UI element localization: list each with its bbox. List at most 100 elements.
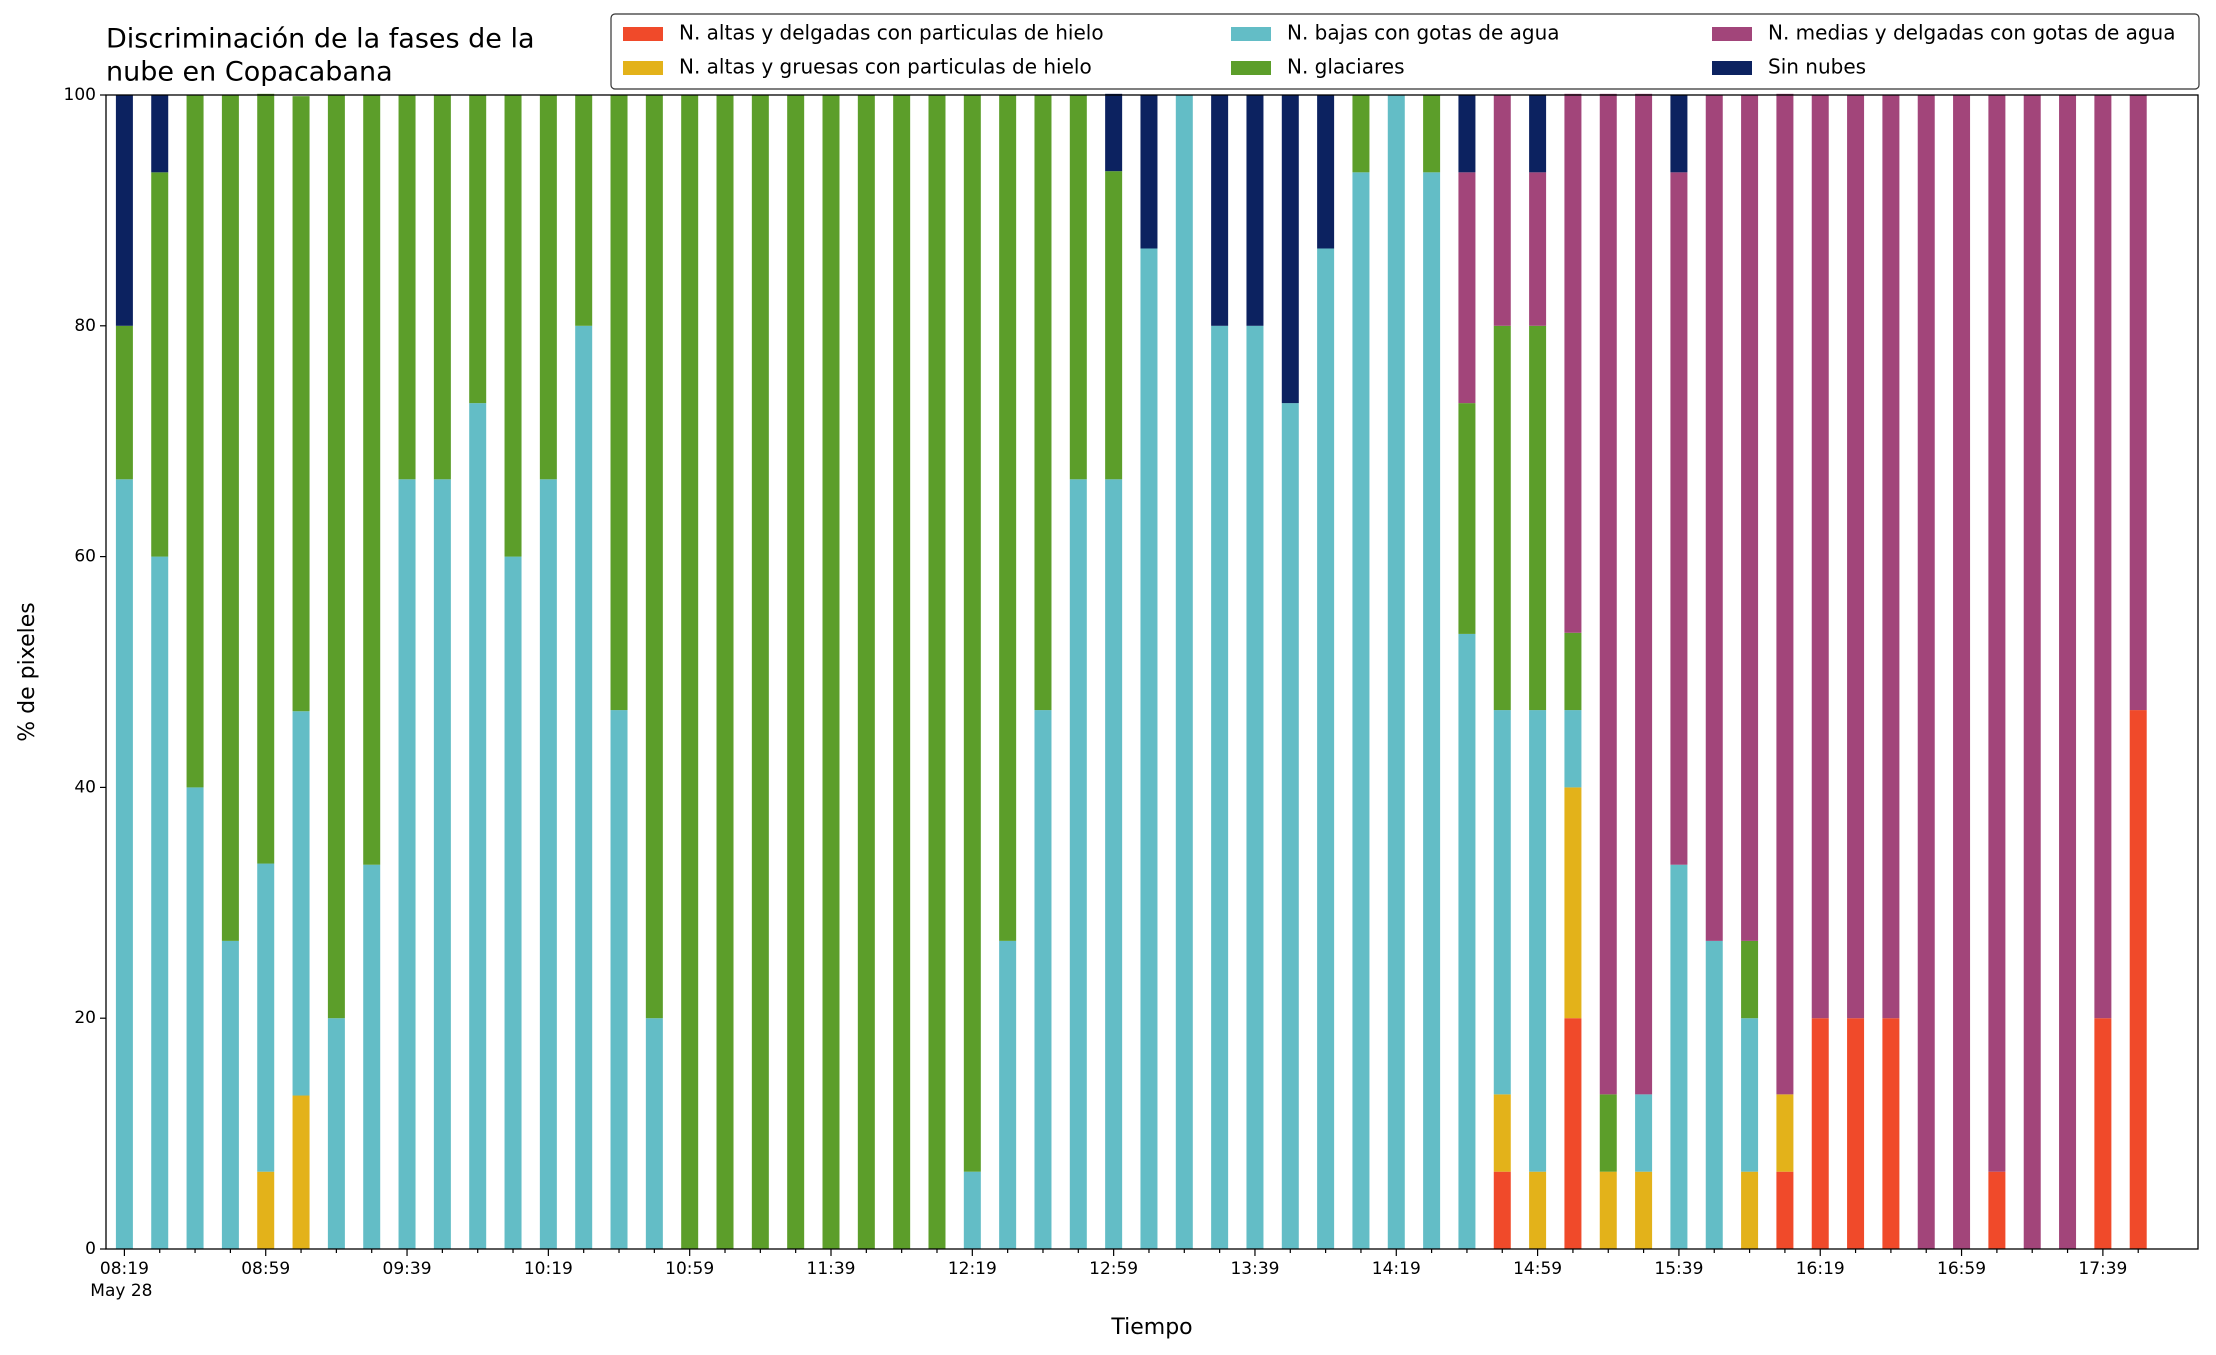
x-tick-label: 12:59 (1089, 1259, 1138, 1279)
plot-frame (105, 94, 2199, 1250)
bar-segment (1811, 95, 1829, 1019)
bar-segment (1635, 1094, 1653, 1172)
bar-segment (1917, 95, 1935, 1249)
y-axis-label: % de pixeles (15, 602, 40, 741)
bar-segment (504, 95, 522, 557)
bar-segment (1105, 93, 1123, 172)
y-tick-label: 40 (74, 777, 96, 797)
bar-segment (1529, 325, 1547, 711)
bar-segment (1670, 172, 1688, 865)
bar-segment (1882, 95, 1900, 1019)
bar-segment (1458, 172, 1476, 404)
bar-segment (963, 95, 981, 1172)
bar-segment (292, 1095, 310, 1249)
bar-segment (1069, 479, 1087, 1250)
x-tick-label: 12:19 (948, 1259, 997, 1279)
bar-segment (257, 1171, 275, 1249)
bar-segment (1564, 93, 1582, 633)
bar-segment (1705, 940, 1723, 1249)
bar-segment (469, 95, 487, 404)
bar-segment (1741, 940, 1759, 1019)
bar-segment (610, 710, 628, 1249)
bar-segment (2129, 95, 2147, 711)
bar-segment (645, 1018, 663, 1249)
bar-segment (1599, 1094, 1617, 1172)
bar-segment (1635, 1171, 1653, 1249)
bar-segment (539, 479, 557, 1250)
bar-segment (363, 95, 381, 865)
bar-segment (115, 479, 133, 1250)
bar-segment (1246, 95, 1264, 326)
x-tick-label: 15:39 (1654, 1259, 1703, 1279)
bar-segment (1635, 93, 1653, 1095)
bar-segment (1034, 95, 1052, 711)
bar-segment (539, 95, 557, 480)
bar-segment (1281, 403, 1299, 1249)
bar-segment (1776, 93, 1794, 1095)
bar-segment (1741, 95, 1759, 941)
bar-segment (1493, 1094, 1511, 1172)
bar-segment (999, 940, 1017, 1249)
x-tick-label: 14:59 (1513, 1259, 1562, 1279)
y-tick-label: 60 (74, 547, 96, 567)
bar-segment (433, 95, 451, 480)
legend-swatch (1712, 61, 1752, 75)
bar-segment (1776, 1094, 1794, 1172)
bar-segment (1317, 248, 1335, 1249)
bar-segment (575, 325, 593, 1249)
bar-segment (398, 479, 416, 1250)
bar-segment (115, 325, 133, 480)
bar-segment (186, 787, 204, 1249)
legend-label: N. altas y gruesas con particulas de hie… (679, 55, 1092, 79)
bar-segment (1352, 172, 1370, 1249)
bar-segment (2023, 95, 2041, 1249)
bar-segment (257, 863, 275, 1172)
legend-swatch (623, 61, 663, 75)
x-tick-label: 10:19 (524, 1259, 573, 1279)
bar-segment (1458, 403, 1476, 634)
bar-segment (1811, 1018, 1829, 1249)
x-tick-label: 16:59 (1937, 1259, 1986, 1279)
legend-label: Sin nubes (1768, 55, 1866, 79)
bar-segment (1953, 95, 1971, 1249)
bar-segment (1211, 325, 1229, 1249)
y-tick-label: 20 (74, 1008, 96, 1028)
legend-box (610, 13, 2200, 90)
bar-segment (2059, 95, 2077, 1249)
bar-segment (1387, 95, 1405, 1249)
bar-segment (822, 95, 840, 1249)
bar-segment (1281, 95, 1299, 404)
bar-segment (645, 95, 663, 1019)
bar-segment (398, 95, 416, 480)
bar-segment (893, 95, 911, 1249)
bar-segment (1564, 632, 1582, 711)
bar-segment (787, 95, 805, 1249)
bar-segment (716, 95, 734, 1249)
chart-title: Discriminación de la fases de la (106, 24, 535, 55)
bar-segment (1529, 1171, 1547, 1249)
bar-segment (2129, 710, 2147, 1249)
bar-segment (221, 95, 239, 941)
legend-swatch (1231, 61, 1271, 75)
bar-segment (151, 172, 169, 557)
bar-segment (433, 479, 451, 1250)
bar-segment (1140, 95, 1158, 249)
bar-segment (999, 95, 1017, 941)
bar-segment (1529, 710, 1547, 1172)
bar-segment (186, 95, 204, 788)
y-tick-label: 0 (85, 1239, 96, 1259)
bar-segment (292, 711, 310, 1096)
bar-segment (1352, 95, 1370, 173)
bar-segment (1246, 325, 1264, 1249)
legend-swatch (623, 27, 663, 41)
chart-title: nube en Copacabana (106, 57, 393, 88)
bar-segment (751, 95, 769, 1249)
bar-segment (1211, 95, 1229, 326)
x-date-label: May 28 (90, 1281, 152, 1301)
legend-label: N. glaciares (1287, 55, 1405, 79)
bar-segment (1140, 248, 1158, 1249)
bar-segment (1741, 1018, 1759, 1172)
bar-segment (1599, 1171, 1617, 1249)
